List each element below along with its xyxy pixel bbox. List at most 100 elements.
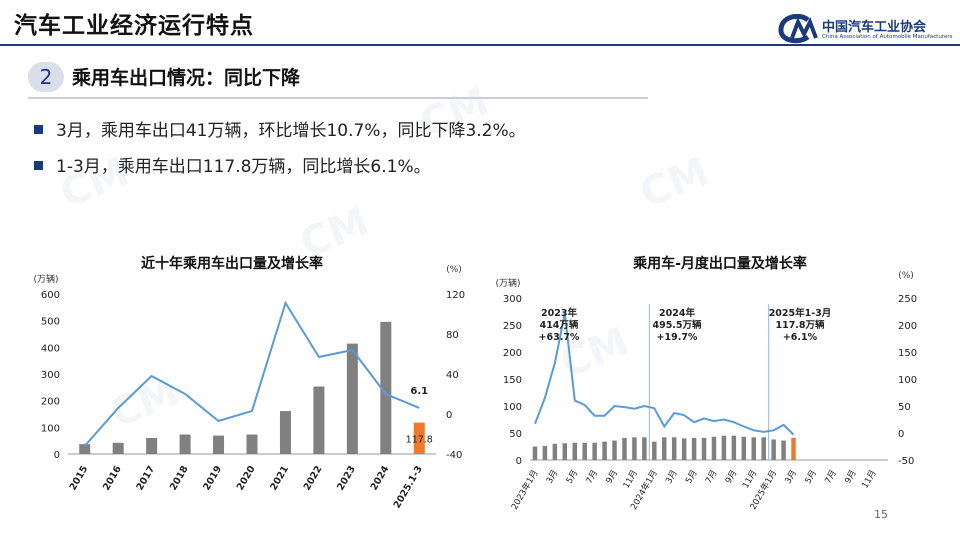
bar [731,435,737,460]
bar [279,411,291,454]
x-tick-label: 2018 [168,464,191,493]
y-left-tick-label: 50 [509,429,522,440]
x-tick-label: 2022 [302,464,325,492]
y-right-tick-label: 120 [446,290,465,301]
x-tick-label: 7月 [823,469,839,486]
section-number: 2 [28,62,64,92]
monthly-export-chart-svg: 乘用车-月度出口量及增长率 (万辆) (%) 0 50 100 150 200 250 300 -5… [495,255,917,512]
bar [791,437,796,460]
chart-title: 乘用车-月度出口量及增长率 [632,255,807,272]
y-right-tick-label: -50 [898,456,914,467]
annotation-line: 414万辆 [540,319,579,331]
bar [771,439,776,460]
bar [112,442,124,454]
y-right-tick-label: 50 [898,402,911,413]
bar [681,438,687,460]
x-tick-label: 2015 [68,464,91,492]
bullet-item: 3月，乘用车出口41万辆，环比增长10.7%，同比下降3.2%。 [34,116,526,141]
y-left-tick-label: 300 [41,370,60,381]
bar [79,444,91,454]
bar [542,445,548,460]
y-left-tick-label: 100 [41,423,60,434]
bar [552,443,558,460]
x-tick-label: 7月 [585,469,601,486]
x-tick-label: 9月 [605,469,621,486]
y-right-tick-label: 0 [446,410,452,421]
bar [592,442,597,460]
y-right-tick-label: 0 [898,429,904,440]
logo-name-cn: 中国汽车工业协会 [822,20,927,35]
growth-rate-line [534,312,795,436]
annotation-line: 2023年 [541,307,577,319]
y-right-tick-label: -40 [446,450,462,461]
x-tick-label: 11月 [860,469,878,491]
annotation-line: +6.1% [783,332,818,343]
bar [711,436,717,460]
annotation-line: +63.7% [539,332,580,343]
x-tick-label: 2016 [101,464,124,493]
header-divider [0,44,960,46]
x-tick-label: 11月 [741,469,759,491]
bar [582,442,587,460]
x-tick-label: 9月 [724,469,740,486]
x-tick-label: 3月 [784,469,800,486]
bullet-text: 1-3月，乘用车出口117.8万辆，同比增长6.1%。 [56,157,431,177]
bar [662,437,667,460]
y-right-tick-label: 250 [898,294,917,305]
logo: 中国汽车工业协会 China Association of Automobile… [778,13,952,46]
x-tick-label: 9月 [843,469,859,486]
y-right-tick-label: 100 [898,375,917,386]
bar [741,436,747,460]
y-left-tick-label: 200 [41,397,60,408]
bar [602,441,607,460]
page-title: 汽车工业经济运行特点 [14,13,254,39]
y-right-unit: (%) [446,265,462,275]
bullet-text: 3月，乘用车出口41万辆，环比增长10.7%，同比下降3.2%。 [56,121,526,141]
annotation-line: +19.7% [657,332,698,343]
bar [313,386,325,454]
section-divider [28,97,648,99]
bar [413,422,425,454]
y-left-tick-label: 200 [503,348,522,359]
y-left-tick-label: 100 [503,402,522,413]
y-left-tick-label: 250 [503,321,522,332]
bullet-square-icon [34,161,43,170]
x-tick-label: 3月 [545,469,561,486]
x-tick-label: 7月 [704,469,720,486]
annual-export-chart: 近十年乘用车出口量及增长率 (万辆) (%) 0 100 200 300 400 500 600-… [28,246,468,522]
bullet-square-icon [34,125,43,134]
x-tick-label: 2025.1-3 [392,464,425,510]
x-tick-label: 2023 [335,464,358,492]
watermark-logo: CM [633,148,716,218]
x-tick-label: 3月 [664,469,680,486]
y-left-tick-label: 400 [41,343,60,354]
logo-name-en: China Association of Automobile Manufact… [822,34,953,40]
bar [612,440,617,460]
bar [652,441,657,460]
y-left-tick-label: 0 [516,456,522,467]
y-right-tick-label: 80 [446,330,459,341]
bar [751,437,756,460]
bullet-item: 1-3月，乘用车出口117.8万辆，同比增长6.1%。 [34,152,431,177]
page-number: 15 [874,508,888,521]
annotation-line: 2024年 [659,307,695,319]
x-tick-label: 2020 [235,464,258,493]
monthly-export-chart: 乘用车-月度出口量及增长率 (万辆) (%) 0 50 100 150 200 250 300 -5… [490,246,940,522]
bar [781,440,786,460]
bar [632,437,637,460]
line-data-label: 6.1 [410,386,428,397]
y-right-unit: (%) [898,271,914,281]
caam-logo-icon [778,13,818,44]
bar [622,437,627,460]
bar [213,435,225,454]
bar [246,434,258,454]
x-tick-label: 5月 [684,469,700,486]
y-left-tick-label: 600 [41,290,60,301]
growth-rate-line [83,300,420,447]
x-tick-label: 2019 [201,464,224,492]
bar [380,321,392,454]
bar [346,343,358,454]
y-left-unit: (万辆) [495,277,520,289]
bar [691,437,697,460]
annual-export-chart-svg: 近十年乘用车出口量及增长率(万辆)(%)0100200300400500600-… [33,255,465,510]
